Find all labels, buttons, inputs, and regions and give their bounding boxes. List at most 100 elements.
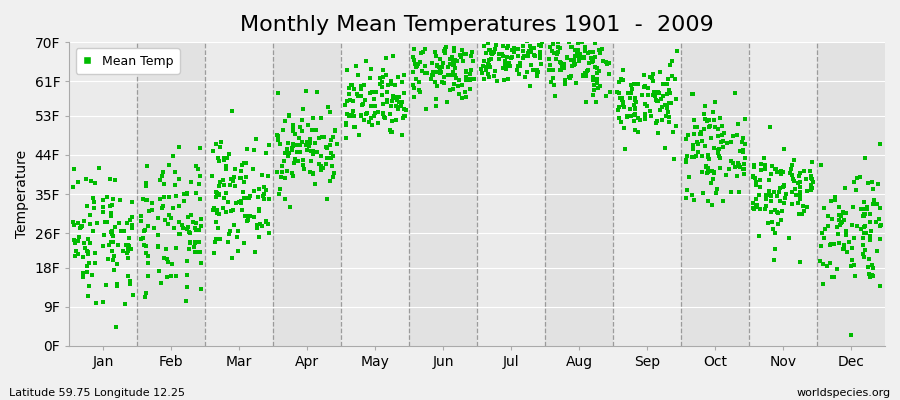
Point bbox=[860, 204, 875, 210]
Point bbox=[746, 163, 760, 170]
Point bbox=[192, 249, 206, 256]
Point bbox=[560, 54, 574, 60]
Point bbox=[347, 86, 362, 92]
Point bbox=[443, 56, 457, 62]
Point bbox=[159, 274, 174, 280]
Point bbox=[711, 150, 725, 156]
Point bbox=[643, 108, 657, 114]
Bar bbox=[205, 42, 274, 346]
Point bbox=[340, 111, 355, 117]
Point bbox=[81, 236, 95, 242]
Point bbox=[300, 88, 314, 94]
Point bbox=[459, 94, 473, 100]
Point bbox=[138, 294, 152, 300]
Point bbox=[242, 195, 256, 202]
Point bbox=[92, 165, 106, 171]
Point bbox=[160, 259, 175, 265]
Point bbox=[376, 100, 391, 107]
Point bbox=[637, 111, 652, 117]
Point bbox=[477, 43, 491, 49]
Point bbox=[291, 157, 305, 164]
Point bbox=[276, 127, 291, 134]
Point bbox=[777, 182, 791, 188]
Point bbox=[388, 82, 402, 88]
Point bbox=[500, 45, 514, 51]
Point bbox=[738, 116, 752, 122]
Point bbox=[302, 122, 316, 128]
Point bbox=[777, 183, 791, 190]
Point bbox=[188, 225, 202, 232]
Point bbox=[652, 130, 666, 136]
Point bbox=[105, 228, 120, 234]
Bar bbox=[341, 42, 410, 346]
Point bbox=[438, 46, 453, 52]
Y-axis label: Temperature: Temperature bbox=[15, 150, 29, 238]
Point bbox=[339, 120, 354, 127]
Point bbox=[662, 62, 677, 68]
Point bbox=[850, 222, 864, 229]
Point bbox=[397, 90, 411, 96]
Point bbox=[562, 38, 576, 45]
Point bbox=[280, 168, 294, 174]
Point bbox=[707, 169, 722, 175]
Point bbox=[551, 38, 565, 45]
Point bbox=[602, 70, 616, 77]
Point bbox=[234, 200, 248, 206]
Point bbox=[647, 88, 662, 95]
Point bbox=[214, 138, 229, 145]
Point bbox=[521, 50, 535, 56]
Point bbox=[459, 51, 473, 58]
Point bbox=[511, 70, 526, 77]
Point bbox=[384, 129, 399, 136]
Point bbox=[551, 49, 565, 56]
Point bbox=[558, 81, 572, 87]
Point bbox=[241, 217, 256, 223]
Point bbox=[260, 221, 274, 228]
Point bbox=[79, 268, 94, 275]
Point bbox=[568, 53, 582, 60]
Point bbox=[306, 170, 320, 176]
Point bbox=[209, 236, 223, 242]
Point bbox=[580, 67, 595, 74]
Point bbox=[592, 47, 607, 53]
Point bbox=[575, 54, 590, 61]
Point bbox=[796, 207, 811, 214]
Point bbox=[414, 50, 428, 56]
Point bbox=[778, 191, 793, 197]
Point bbox=[204, 172, 219, 179]
Point bbox=[339, 98, 354, 104]
Point bbox=[788, 186, 803, 192]
Point bbox=[854, 226, 868, 232]
Point bbox=[856, 242, 870, 248]
Point bbox=[424, 76, 438, 82]
Point bbox=[662, 100, 676, 106]
Point bbox=[658, 102, 672, 108]
Point bbox=[579, 70, 593, 76]
Point bbox=[804, 173, 818, 179]
Point bbox=[660, 80, 674, 87]
Point bbox=[716, 138, 730, 144]
Point bbox=[667, 156, 681, 162]
Point bbox=[845, 222, 859, 229]
Point bbox=[347, 124, 362, 130]
Point bbox=[501, 43, 516, 49]
Point bbox=[846, 204, 860, 210]
Point bbox=[592, 68, 607, 74]
Point bbox=[392, 93, 406, 100]
Point bbox=[797, 208, 812, 214]
Point bbox=[558, 77, 572, 84]
Point bbox=[100, 194, 114, 200]
Point bbox=[367, 109, 382, 116]
Point bbox=[665, 73, 680, 79]
Point bbox=[255, 223, 269, 229]
Point bbox=[763, 124, 778, 130]
Point bbox=[857, 230, 871, 236]
Point bbox=[346, 108, 360, 114]
Point bbox=[686, 146, 700, 152]
Point bbox=[354, 113, 368, 119]
Point bbox=[687, 196, 701, 203]
Point bbox=[542, 67, 556, 74]
Point bbox=[496, 43, 510, 50]
Point bbox=[166, 204, 180, 211]
Point bbox=[621, 90, 635, 96]
